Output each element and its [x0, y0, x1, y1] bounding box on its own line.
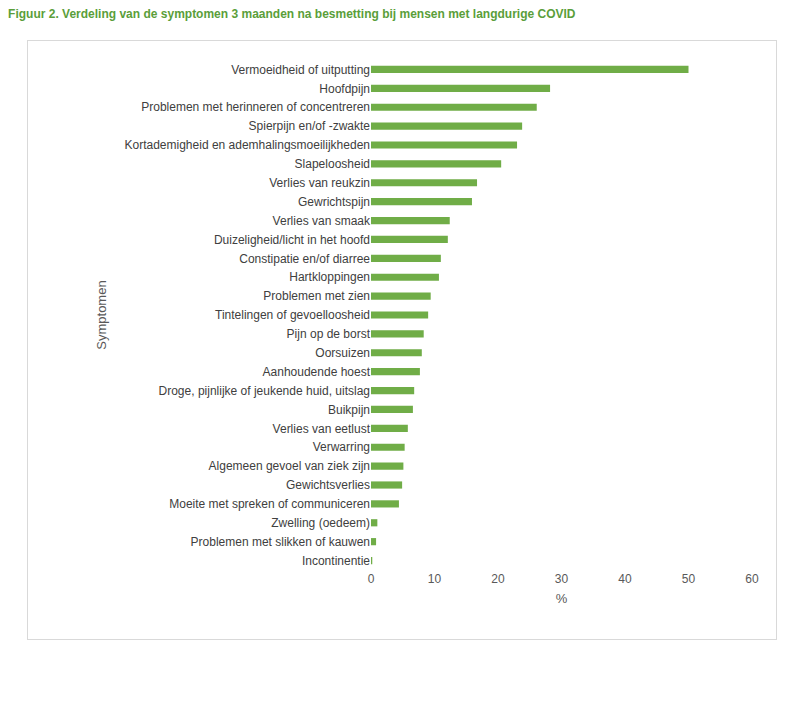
svg-text:Moeite met spreken of communic: Moeite met spreken of communiceren: [169, 497, 370, 511]
svg-text:Problemen met slikken of kauwe: Problemen met slikken of kauwen: [191, 535, 370, 549]
svg-text:20: 20: [491, 572, 505, 586]
svg-text:Pijn op de borst: Pijn op de borst: [287, 327, 371, 341]
svg-text:Algemeen gevoel van ziek zijn: Algemeen gevoel van ziek zijn: [209, 459, 370, 473]
svg-text:Zwelling (oedeem): Zwelling (oedeem): [271, 516, 370, 530]
svg-text:Constipatie en/of diarree: Constipatie en/of diarree: [239, 252, 370, 266]
svg-text:%: %: [556, 591, 568, 606]
svg-text:Kortademigheid en ademhalingsm: Kortademigheid en ademhalingsmoeilijkhed…: [125, 138, 371, 152]
svg-text:Hartkloppingen: Hartkloppingen: [289, 270, 370, 284]
svg-text:Figuur 2. Verdeling van de sym: Figuur 2. Verdeling van de symptomen 3 m…: [8, 7, 576, 21]
svg-text:Vermoeidheid of uitputting: Vermoeidheid of uitputting: [231, 63, 370, 77]
svg-text:Oorsuizen: Oorsuizen: [315, 346, 370, 360]
svg-text:40: 40: [618, 572, 632, 586]
svg-text:60: 60: [745, 572, 759, 586]
svg-text:Tintelingen of gevoelloosheid: Tintelingen of gevoelloosheid: [215, 308, 370, 322]
svg-text:Aanhoudende hoest: Aanhoudende hoest: [263, 365, 371, 379]
svg-text:10: 10: [428, 572, 442, 586]
svg-text:Hoofdpijn: Hoofdpijn: [319, 82, 370, 96]
svg-text:0: 0: [368, 572, 375, 586]
svg-text:50: 50: [682, 572, 696, 586]
svg-text:Droge, pijnlijke of jeukende h: Droge, pijnlijke of jeukende huid, uitsl…: [159, 384, 370, 398]
svg-text:Problemen met herinneren of co: Problemen met herinneren of concentreren: [141, 100, 370, 114]
svg-text:Verlies van reukzin: Verlies van reukzin: [269, 176, 370, 190]
svg-text:Problemen met zien: Problemen met zien: [263, 289, 370, 303]
svg-text:Verwarring: Verwarring: [313, 440, 370, 454]
svg-text:Duizeligheid/licht in het hoof: Duizeligheid/licht in het hoofd: [214, 233, 370, 247]
svg-text:Incontinentie: Incontinentie: [302, 554, 370, 568]
svg-text:Spierpijn en/of -zwakte: Spierpijn en/of -zwakte: [249, 119, 371, 133]
svg-text:Gewichtsverlies: Gewichtsverlies: [286, 478, 370, 492]
svg-text:Buikpijn: Buikpijn: [328, 403, 370, 417]
svg-text:Symptomen: Symptomen: [94, 280, 109, 349]
svg-text:Verlies van smaak: Verlies van smaak: [273, 214, 371, 228]
svg-text:Gewrichtspijn: Gewrichtspijn: [298, 195, 370, 209]
svg-text:30: 30: [555, 572, 569, 586]
svg-text:Verlies van eetlust: Verlies van eetlust: [273, 422, 371, 436]
svg-text:Slapeloosheid: Slapeloosheid: [295, 157, 370, 171]
